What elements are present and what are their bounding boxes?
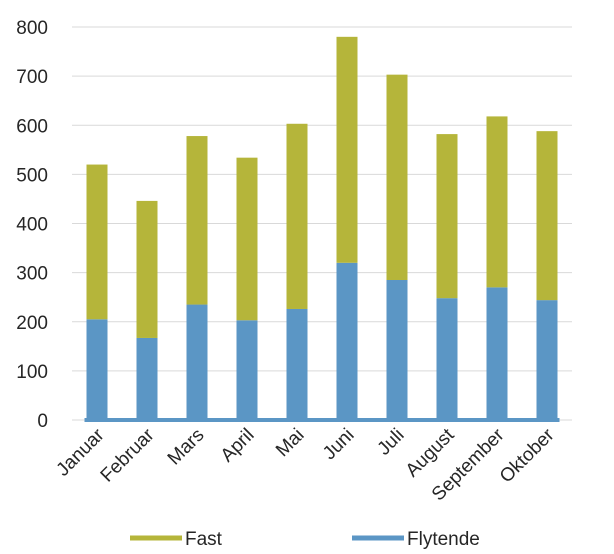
y-tick-label-400: 400 (16, 215, 48, 236)
legend: Fast Flytende (130, 529, 480, 550)
bar-flytende-april (236, 320, 258, 420)
bars-layer (86, 36, 558, 420)
bar-fast-oktober (536, 131, 558, 301)
y-axis-ticks: 0 100 200 300 400 500 600 700 800 (16, 18, 48, 432)
y-tick-label-300: 300 (16, 264, 48, 285)
y-tick-label-500: 500 (16, 165, 48, 186)
bar-flytende-juni (336, 262, 358, 420)
bar-fast-september (486, 116, 508, 288)
x-tick-label-oktober: Oktober (496, 424, 559, 487)
y-tick-label-600: 600 (16, 116, 48, 137)
bar-flytende-mars (186, 304, 208, 420)
bar-flytende-februar (136, 337, 158, 420)
y-tick-label-200: 200 (16, 313, 48, 334)
bar-flytende-juli (386, 279, 408, 420)
bar-fast-februar (136, 200, 158, 338)
x-tick-label-mai: Mai (272, 425, 309, 462)
bar-fast-juni (336, 36, 358, 263)
bar-fast-august (436, 134, 458, 299)
bar-fast-mai (286, 123, 308, 309)
y-tick-label-0: 0 (37, 411, 48, 432)
bar-flytende-mai (286, 308, 308, 420)
y-tick-label-100: 100 (16, 362, 48, 383)
bar-fast-mars (186, 136, 208, 305)
bar-flytende-august (436, 298, 458, 420)
bar-fast-april (236, 157, 258, 321)
legend-label-flytende: Flytende (407, 529, 480, 550)
x-tick-label-juni: Juni (319, 425, 358, 464)
bar-flytende-januar (86, 319, 108, 420)
x-tick-label-juli: Juli (374, 425, 409, 460)
bar-flytende-september (486, 287, 508, 420)
y-tick-label-700: 700 (16, 67, 48, 88)
x-tick-label-april: April (217, 425, 259, 467)
x-tick-label-februar: Februar (97, 424, 159, 486)
x-tick-label-mars: Mars (164, 425, 209, 470)
y-tick-label-800: 800 (16, 18, 48, 39)
bar-fast-januar (86, 164, 108, 320)
bar-flytende-oktober (536, 300, 558, 420)
bar-fast-juli (386, 74, 408, 280)
legend-label-fast: Fast (185, 529, 223, 550)
